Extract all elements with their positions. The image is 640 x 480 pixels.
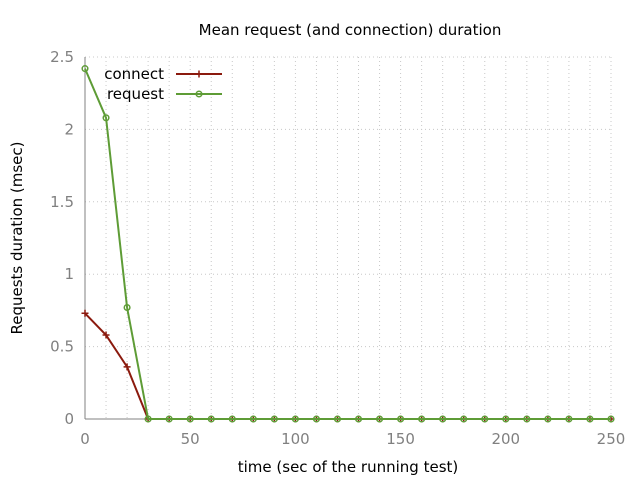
series-line-connect xyxy=(84,312,611,420)
data-point-request xyxy=(249,415,257,423)
data-point-request xyxy=(81,65,89,73)
data-point-request xyxy=(207,415,215,423)
data-point-request xyxy=(270,415,278,423)
y-tick-label: 2.5 xyxy=(50,48,74,66)
axes xyxy=(84,57,611,420)
data-point-request xyxy=(376,415,384,423)
chart-title: Mean request (and connection) duration xyxy=(199,21,502,39)
series-line-request xyxy=(84,68,611,420)
y-tick-label: 1 xyxy=(64,265,74,283)
grid xyxy=(85,56,612,419)
data-point-connect xyxy=(123,363,131,371)
data-point-request xyxy=(228,415,236,423)
y-tick-label: 2 xyxy=(64,120,74,138)
data-point-request xyxy=(397,415,405,423)
data-point-request xyxy=(565,415,573,423)
data-point-request xyxy=(102,114,110,122)
x-tick-label: 100 xyxy=(281,430,310,448)
data-point-request xyxy=(165,415,173,423)
y-axis-label: Requests duration (msec) xyxy=(8,141,26,334)
y-tick-label: 0 xyxy=(64,410,74,428)
data-point-request xyxy=(312,415,320,423)
series-layer xyxy=(81,65,615,423)
data-point-request xyxy=(418,415,426,423)
data-point-request xyxy=(333,415,342,423)
data-point-request xyxy=(502,415,510,423)
data-point-request xyxy=(481,415,489,423)
data-point-request xyxy=(144,415,152,423)
x-tick-label: 0 xyxy=(80,430,90,448)
data-point-connect xyxy=(102,331,110,339)
legend-marker-connect xyxy=(195,70,203,78)
tick-labels: 0 50 100 150 200 250 0 0.5 1 1.5 2 2.5 xyxy=(50,48,625,448)
legend-label-request: request xyxy=(107,85,164,103)
x-tick-label: 150 xyxy=(386,430,415,448)
legend-marker-request xyxy=(195,90,203,98)
data-point-request xyxy=(439,415,447,423)
data-point-connect xyxy=(81,309,89,317)
data-point-request xyxy=(354,415,363,423)
x-tick-label: 200 xyxy=(491,430,520,448)
data-point-request xyxy=(186,415,194,423)
data-point-request xyxy=(291,415,299,423)
x-tick-label: 250 xyxy=(597,430,626,448)
x-tick-label: 50 xyxy=(181,430,200,448)
data-point-request xyxy=(586,415,594,423)
legend: connect request xyxy=(104,65,222,103)
y-tick-label: 0.5 xyxy=(50,338,74,356)
legend-label-connect: connect xyxy=(104,65,164,83)
x-axis-label: time (sec of the running test) xyxy=(238,458,459,476)
y-tick-label: 1.5 xyxy=(50,193,74,211)
data-point-request xyxy=(523,415,531,423)
data-point-request xyxy=(607,415,615,423)
data-point-request xyxy=(460,415,468,423)
data-point-request xyxy=(544,415,552,423)
data-point-request xyxy=(123,303,131,312)
